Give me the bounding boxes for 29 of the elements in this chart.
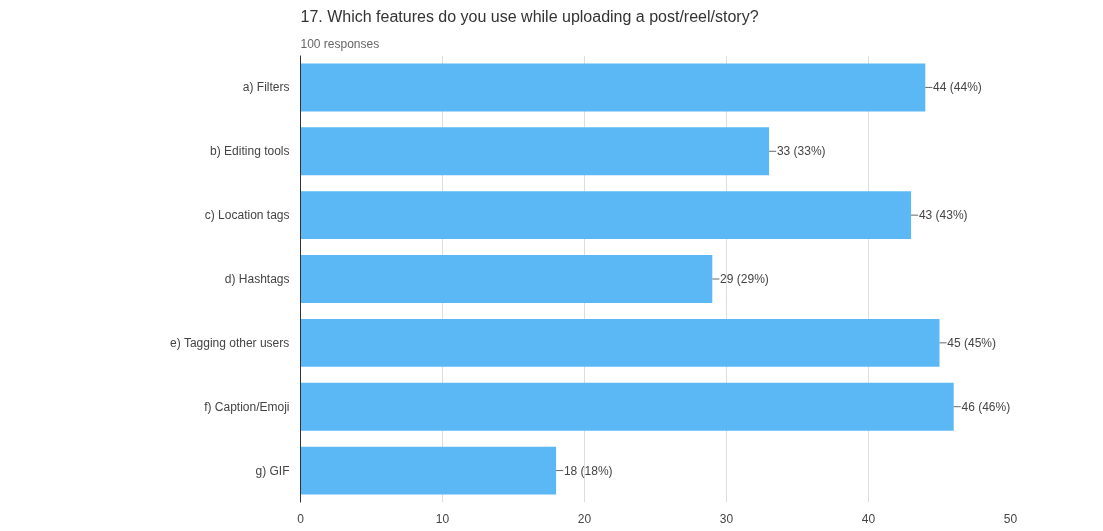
y-tick-label: b) Editing tools — [210, 144, 290, 159]
x-tick-label: 40 — [861, 511, 876, 526]
data-label: 33 (33%) — [776, 144, 826, 159]
y-tick-label: g) GIF — [255, 463, 290, 478]
y-tick-label: d) Hashtags — [224, 272, 290, 286]
x-tick-label: 20 — [577, 511, 592, 526]
y-tick-label: c) Location tags — [204, 208, 290, 223]
data-label: 44 (44%) — [933, 80, 982, 95]
bar — [300, 63, 926, 112]
bar — [300, 255, 713, 303]
bar — [300, 191, 912, 240]
data-label: 18 (18%) — [563, 463, 613, 478]
chart-title: 17. Which features do you use while uploading a post/reel/story? — [300, 7, 759, 25]
x-tick-label: 50 — [1003, 511, 1018, 526]
bar — [300, 382, 954, 431]
bar — [300, 318, 940, 367]
y-tick-label: e) Tagging other users — [170, 335, 290, 350]
data-label: 43 (43%) — [918, 208, 968, 223]
bar — [300, 446, 557, 495]
data-label: 46 (46%) — [961, 399, 1011, 414]
x-tick-label: 30 — [719, 511, 734, 526]
chart-subtitle: 100 responses — [300, 36, 380, 51]
y-tick-label: f) Caption/Emoji — [204, 399, 290, 414]
y-tick-label: a) Filters — [242, 80, 290, 95]
bar — [300, 127, 770, 176]
x-tick-label: 10 — [435, 511, 450, 526]
x-tick-label: 0 — [297, 511, 305, 526]
data-label: 29 (29%) — [720, 272, 769, 286]
data-label: 45 (45%) — [947, 335, 997, 350]
